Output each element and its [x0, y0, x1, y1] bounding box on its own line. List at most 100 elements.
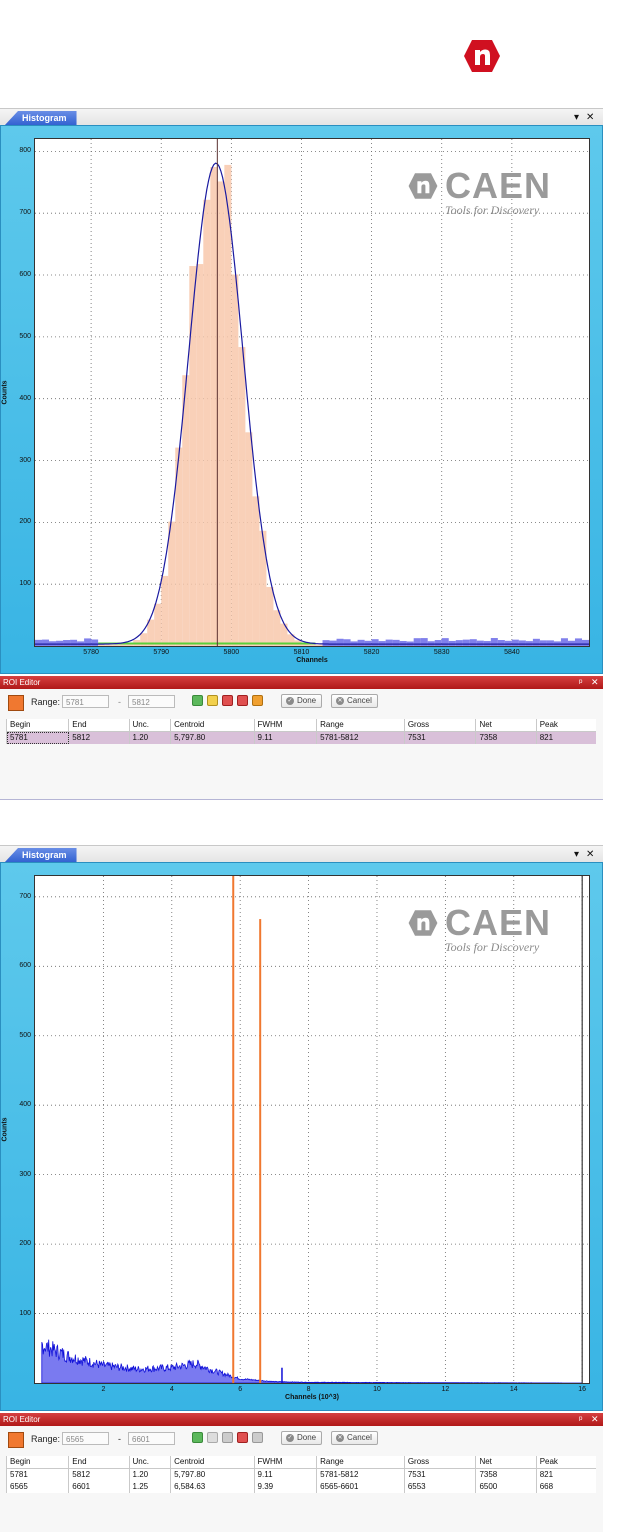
y-tick-label: 400 — [19, 1101, 31, 1109]
roi-count-bar — [245, 432, 253, 646]
background-bar — [462, 639, 470, 646]
roi-editor-body-2: Range: 6565 - 6601 ✓ Done ✕ Cancel Begin En… — [0, 1426, 603, 1532]
background-bar — [420, 638, 428, 646]
done-button[interactable]: ✓ Done — [281, 1431, 323, 1445]
background-bar — [364, 640, 372, 646]
histogram-plot-area[interactable]: CAEN Tools for Discovery — [34, 875, 590, 1384]
roi-pin-button[interactable]: ᵖ — [579, 1414, 583, 1424]
range-from-input[interactable]: 6565 — [62, 1432, 109, 1445]
clear-roi-icon[interactable] — [252, 695, 263, 706]
background-bar — [469, 639, 477, 646]
y-tick-label: 700 — [19, 209, 31, 217]
remove-roi-icon[interactable] — [222, 1432, 233, 1443]
cancel-button[interactable]: ✕ Cancel — [331, 694, 378, 708]
roi-close-button[interactable]: ✕ — [591, 1414, 599, 1424]
tab-histogram[interactable]: Histogram — [4, 848, 77, 863]
column-header[interactable]: Centroid — [170, 1456, 255, 1469]
panel-close-button[interactable]: ✕ — [586, 112, 595, 123]
column-header[interactable]: Begin — [5, 1456, 69, 1469]
done-button[interactable]: ✓ Done — [281, 694, 323, 708]
column-header[interactable]: FWHM — [253, 1456, 317, 1469]
edit-roi-icon[interactable] — [207, 695, 218, 706]
panel-menu-button[interactable]: ▾ — [574, 849, 580, 860]
roi-color-swatch[interactable] — [8, 695, 24, 711]
remove-roi-icon[interactable] — [222, 695, 233, 706]
background-bar — [455, 640, 463, 646]
column-header[interactable]: Range — [316, 1456, 405, 1469]
roi-count-bar — [301, 643, 309, 646]
roi-table-1[interactable]: Begin End Unc. Centroid FWHM Range Gross Net Pea… — [5, 719, 596, 744]
roi-pin-button[interactable]: ᵖ — [579, 677, 583, 687]
column-header[interactable]: Gross — [403, 1456, 476, 1469]
table-cell: 9.11 — [253, 1468, 317, 1481]
roi-color-swatch[interactable] — [8, 1432, 24, 1448]
background-bar — [434, 640, 442, 646]
histogram-chart — [35, 139, 589, 646]
edit-roi-icon[interactable] — [207, 1432, 218, 1443]
range-label: Range: — [31, 1434, 61, 1444]
background-bar — [441, 638, 449, 646]
table-row[interactable]: 5781 5812 1.20 5,797.80 9.11 5781-5812 7531 735… — [5, 1468, 596, 1481]
roi-count-bar — [238, 347, 246, 646]
tab-histogram[interactable]: Histogram — [4, 111, 77, 126]
column-header[interactable]: End — [68, 1456, 130, 1469]
x-tick-label: 5830 — [433, 649, 450, 656]
watermark-name: CAEN — [445, 165, 552, 206]
column-header[interactable]: Peak — [535, 1456, 596, 1469]
column-header[interactable]: Unc. — [128, 719, 171, 732]
histogram-plot-area[interactable]: CAEN Tools for Discovery — [34, 138, 590, 647]
roi-count-bar — [154, 603, 162, 646]
column-header[interactable]: Range — [316, 719, 405, 732]
roi-count-bar — [140, 633, 148, 646]
roi-editor-titlebar-2: ROI Editor ᵖ ✕ — [0, 1413, 603, 1426]
background-bar — [385, 639, 393, 646]
background-bar — [511, 639, 519, 646]
x-tick-label: 4 — [169, 1386, 174, 1393]
column-header[interactable]: Gross — [403, 719, 476, 732]
watermark-name: CAEN — [445, 902, 552, 943]
add-roi-icon[interactable] — [192, 695, 203, 706]
table-cell: 6500 — [475, 1481, 537, 1493]
column-header[interactable]: Centroid — [170, 719, 255, 732]
background-bar — [532, 638, 540, 646]
background-bar — [448, 640, 456, 646]
caen-watermark: CAEN Tools for Discovery — [407, 165, 550, 217]
background-bar — [84, 638, 92, 646]
roi-table-2[interactable]: Begin End Unc. Centroid FWHM Range Gross Net Pea… — [5, 1456, 596, 1493]
column-header[interactable]: Net — [475, 1456, 537, 1469]
cancel-button[interactable]: ✕ Cancel — [331, 1431, 378, 1445]
minor-peak — [281, 1367, 283, 1383]
roi-count-bar — [266, 586, 274, 646]
x-tick-label: 16 — [578, 1386, 587, 1393]
table-row[interactable]: 5781 5812 1.20 5,797.80 9.11 5781-5812 7531 735… — [5, 731, 596, 744]
panel-close-button[interactable]: ✕ — [586, 849, 595, 860]
roi-count-bar — [189, 266, 197, 646]
range-to-input[interactable]: 6601 — [128, 1432, 175, 1445]
delete-roi-icon[interactable] — [237, 1432, 248, 1443]
watermark-tagline: Tools for Discovery — [445, 940, 540, 954]
y-tick-label: 200 — [19, 1240, 31, 1248]
range-from-input[interactable]: 5781 — [62, 695, 109, 708]
x-tick-label: 2 — [101, 1386, 106, 1393]
column-header[interactable]: Begin — [5, 719, 69, 732]
gaussian-fit-curve — [35, 162, 589, 645]
roi-close-button[interactable]: ✕ — [591, 677, 599, 687]
range-to-input[interactable]: 5812 — [128, 695, 175, 708]
background-bar — [504, 640, 512, 646]
done-label: Done — [297, 1433, 317, 1442]
roi-count-bar — [175, 447, 183, 646]
clear-roi-icon[interactable] — [252, 1432, 263, 1443]
add-roi-icon[interactable] — [192, 1432, 203, 1443]
column-header[interactable]: Net — [475, 719, 537, 732]
column-header[interactable]: Unc. — [128, 1456, 171, 1469]
table-cell: 6565-6601 — [316, 1481, 405, 1493]
column-header[interactable]: End — [68, 719, 130, 732]
column-header[interactable]: Peak — [535, 719, 596, 732]
table-row[interactable]: 6565 6601 1.25 6,584.63 9.39 6565-6601 6553 650… — [5, 1481, 596, 1493]
table-cell: 6565 — [5, 1481, 69, 1493]
column-header[interactable]: FWHM — [253, 719, 317, 732]
panel-menu-button[interactable]: ▾ — [574, 112, 580, 123]
delete-roi-icon[interactable] — [237, 695, 248, 706]
x-axis-label: Channels — [296, 657, 328, 664]
x-tick-label: 5840 — [504, 649, 520, 656]
